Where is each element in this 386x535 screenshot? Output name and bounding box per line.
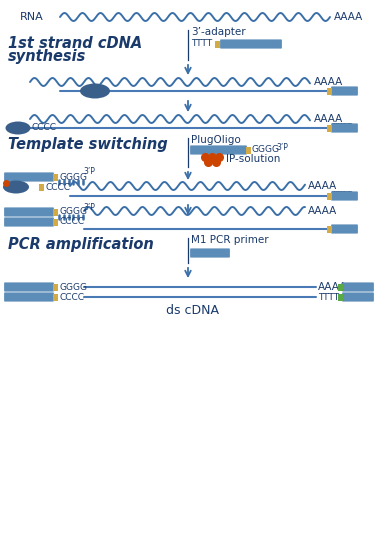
Text: 3’-adapter: 3’-adapter xyxy=(191,27,245,37)
Text: 3’P: 3’P xyxy=(83,203,95,211)
Bar xyxy=(338,284,343,291)
Bar xyxy=(53,294,58,301)
FancyBboxPatch shape xyxy=(4,282,54,291)
Text: M1 PCR primer: M1 PCR primer xyxy=(191,235,269,245)
Text: AAAA: AAAA xyxy=(308,181,337,191)
FancyBboxPatch shape xyxy=(342,293,374,301)
Text: 3’P: 3’P xyxy=(83,167,95,177)
Bar xyxy=(327,225,332,233)
Text: AAAA: AAAA xyxy=(308,206,337,216)
FancyBboxPatch shape xyxy=(331,124,358,132)
Text: TTTT: TTTT xyxy=(331,225,352,233)
FancyBboxPatch shape xyxy=(4,173,54,181)
FancyBboxPatch shape xyxy=(220,40,282,48)
Text: PlugOligo: PlugOligo xyxy=(191,135,241,145)
FancyBboxPatch shape xyxy=(190,146,247,154)
FancyBboxPatch shape xyxy=(4,218,54,226)
Text: CCCC: CCCC xyxy=(45,182,70,192)
Bar xyxy=(327,125,332,132)
Text: CCCC: CCCC xyxy=(31,124,56,133)
FancyBboxPatch shape xyxy=(331,87,358,95)
Ellipse shape xyxy=(5,121,30,134)
Text: IP-solution: IP-solution xyxy=(226,154,280,164)
FancyBboxPatch shape xyxy=(331,225,358,233)
FancyBboxPatch shape xyxy=(331,192,358,200)
FancyBboxPatch shape xyxy=(4,208,54,216)
FancyBboxPatch shape xyxy=(342,282,374,291)
Bar xyxy=(53,284,58,291)
Bar xyxy=(53,209,58,216)
Bar xyxy=(53,173,58,180)
Text: ds cDNA: ds cDNA xyxy=(166,304,220,317)
Bar xyxy=(53,218,58,225)
Text: TTTT: TTTT xyxy=(191,40,212,49)
Text: Template switching: Template switching xyxy=(8,137,168,152)
Text: AAAA: AAAA xyxy=(318,282,347,292)
Text: PCR amplification: PCR amplification xyxy=(8,238,154,253)
FancyBboxPatch shape xyxy=(4,293,54,301)
Text: GGGG: GGGG xyxy=(59,172,87,181)
Bar xyxy=(327,193,332,200)
Text: 3’P: 3’P xyxy=(276,142,288,151)
Text: TTTT: TTTT xyxy=(331,192,352,201)
Ellipse shape xyxy=(3,180,29,194)
FancyBboxPatch shape xyxy=(190,249,230,257)
Bar xyxy=(215,41,220,48)
Text: GGGG: GGGG xyxy=(252,146,280,155)
Text: GGGG: GGGG xyxy=(59,282,87,292)
Text: GGGG: GGGG xyxy=(59,208,87,217)
Text: TTTT: TTTT xyxy=(331,124,352,133)
Text: CCCC: CCCC xyxy=(59,293,84,302)
Bar xyxy=(246,147,251,154)
Text: AAAA: AAAA xyxy=(334,12,363,22)
Text: RNA: RNA xyxy=(20,12,44,22)
Text: AAAA: AAAA xyxy=(314,77,343,87)
Text: TTTT: TTTT xyxy=(331,87,352,96)
Bar xyxy=(327,88,332,95)
Text: AAAA: AAAA xyxy=(314,114,343,124)
Ellipse shape xyxy=(80,83,110,98)
Bar xyxy=(338,294,343,301)
Text: 1st strand cDNA: 1st strand cDNA xyxy=(8,35,142,50)
Text: synthesis: synthesis xyxy=(8,49,86,64)
Bar xyxy=(39,184,44,190)
Text: CCCC: CCCC xyxy=(59,218,84,226)
Text: TTTT: TTTT xyxy=(318,293,339,302)
